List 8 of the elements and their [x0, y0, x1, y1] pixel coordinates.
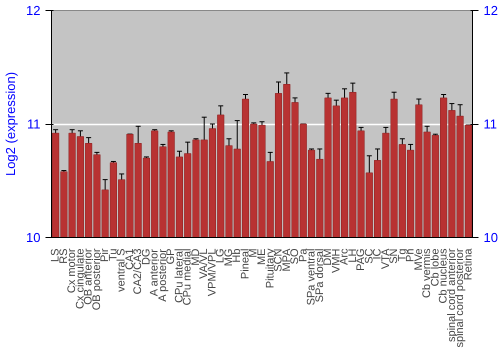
- x-tick-label: Tg: [396, 248, 408, 262]
- y-tick-label: 10: [26, 230, 41, 245]
- y2-tick-label: 11: [484, 116, 497, 132]
- y-tick-label: 11: [27, 116, 41, 132]
- y2-tick-label: 12: [484, 3, 498, 18]
- y-axis-title: Log2 (expression): [3, 72, 18, 176]
- y-tick-label: 12: [26, 3, 41, 18]
- y2-tick-label: 10: [484, 230, 498, 245]
